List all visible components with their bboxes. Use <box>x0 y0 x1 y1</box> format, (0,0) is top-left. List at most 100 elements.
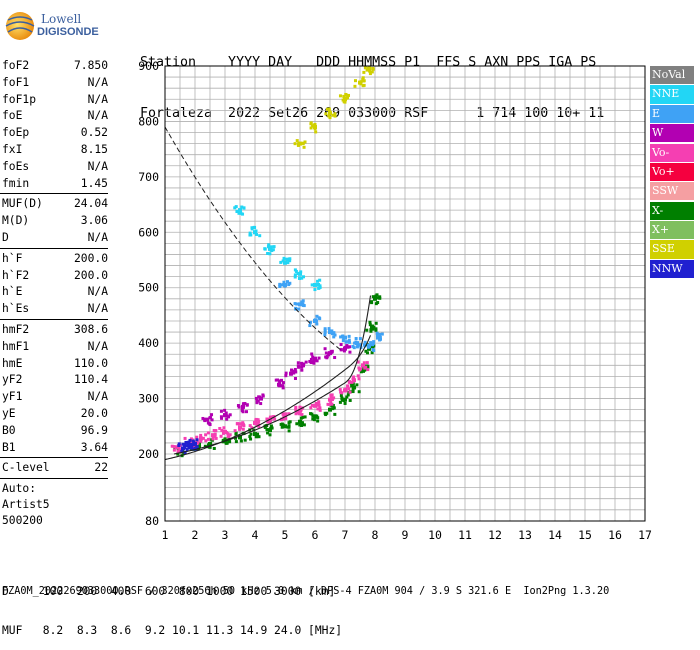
echo-point <box>371 343 375 347</box>
echo-point <box>269 424 273 428</box>
param-label: yE <box>2 406 16 420</box>
echo-point <box>182 443 186 447</box>
echo-point <box>368 72 372 76</box>
echo-point <box>366 366 370 370</box>
echo-point <box>373 296 377 301</box>
y-tick-label: 800 <box>138 114 159 128</box>
echo-point <box>339 390 343 394</box>
echo-point <box>346 393 350 397</box>
echo-point <box>241 422 245 426</box>
echo-point <box>199 436 203 440</box>
echo-point <box>323 333 327 337</box>
param-row: h`Es N/A <box>0 301 110 318</box>
echo-point <box>351 390 355 394</box>
echo-point <box>249 432 253 436</box>
echo-point <box>348 390 352 394</box>
y-tick-label: 400 <box>138 336 159 350</box>
echo-point <box>228 440 232 444</box>
echo-point <box>211 434 215 438</box>
echo-point <box>303 140 307 144</box>
echo-point <box>302 275 306 279</box>
echo-point <box>241 427 245 431</box>
echo-point <box>302 362 306 366</box>
echo-point <box>185 448 189 452</box>
echo-point <box>237 405 241 409</box>
echo-point <box>210 413 214 417</box>
echo-point <box>293 275 297 279</box>
param-row: fxI 8.15 <box>0 142 110 159</box>
y-tick-label: 500 <box>138 281 159 295</box>
y-tick-label: 80 <box>145 514 159 528</box>
param-label: B1 <box>2 440 16 454</box>
echo-point <box>204 433 208 437</box>
echo-point <box>378 337 382 341</box>
echo-point <box>220 428 224 432</box>
echo-point <box>318 284 322 288</box>
echo-point <box>181 452 185 456</box>
y-tick-label: 200 <box>138 447 159 461</box>
x-tick-label: 9 <box>402 528 409 542</box>
echo-point <box>221 431 225 435</box>
echo-point <box>288 281 292 285</box>
echo-point <box>318 408 322 412</box>
param-value: 110.4 <box>73 373 108 387</box>
param-label: foEp <box>2 126 30 140</box>
echo-point <box>342 389 346 393</box>
echo-point <box>375 331 379 335</box>
echo-point <box>328 330 332 335</box>
echo-point <box>196 441 200 445</box>
echo-point <box>172 448 176 452</box>
param-value: 1.45 <box>80 176 108 190</box>
echo-point <box>253 420 257 425</box>
echo-point <box>311 355 315 359</box>
echo-point <box>380 332 384 336</box>
x-tick-label: 10 <box>428 528 442 542</box>
echo-point <box>281 412 285 416</box>
param-value: 110.0 <box>73 356 108 370</box>
param-value: N/A <box>87 339 108 353</box>
legend-item: NNW <box>650 259 694 278</box>
echo-point <box>278 384 282 388</box>
echo-point <box>311 417 315 421</box>
echo-point <box>346 345 350 349</box>
echo-point <box>332 406 336 410</box>
echo-point <box>331 113 335 117</box>
echo-point <box>184 440 188 444</box>
x-tick-label: 6 <box>312 528 319 542</box>
echo-point <box>329 400 333 404</box>
echo-point <box>367 347 371 351</box>
echo-point <box>293 302 297 306</box>
logo-line1: Lowell <box>41 12 82 26</box>
x-tick-label: 7 <box>342 528 349 542</box>
echo-point <box>293 273 297 277</box>
echo-point <box>296 143 300 147</box>
echo-point <box>344 340 348 344</box>
param-label: h`F2 <box>2 268 30 282</box>
param-label: h`E <box>2 285 23 299</box>
echo-point <box>333 112 337 116</box>
echo-point <box>365 68 369 72</box>
echo-point <box>318 406 322 410</box>
echo-point <box>313 356 317 361</box>
param-label: yF2 <box>2 373 23 387</box>
echo-point <box>176 452 180 456</box>
echo-point <box>361 77 365 81</box>
echo-point <box>333 333 337 337</box>
param-row: yF2 110.4 <box>0 372 110 389</box>
echo-point <box>288 259 292 263</box>
echo-point <box>283 284 287 288</box>
echo-point <box>278 379 282 383</box>
echo-point <box>224 431 228 435</box>
param-value: 0.52 <box>80 126 108 140</box>
echo-point <box>250 227 254 231</box>
profile-curve-upper <box>173 295 372 455</box>
param-row: fmin 1.45 <box>0 176 110 193</box>
param-label: foE <box>2 109 23 123</box>
echo-point <box>281 259 285 263</box>
echo-point <box>309 406 313 410</box>
echo-point <box>253 432 257 437</box>
legend-item: E <box>650 104 694 123</box>
echo-point <box>292 371 296 375</box>
echo-point <box>371 327 375 331</box>
echo-point <box>224 440 228 444</box>
